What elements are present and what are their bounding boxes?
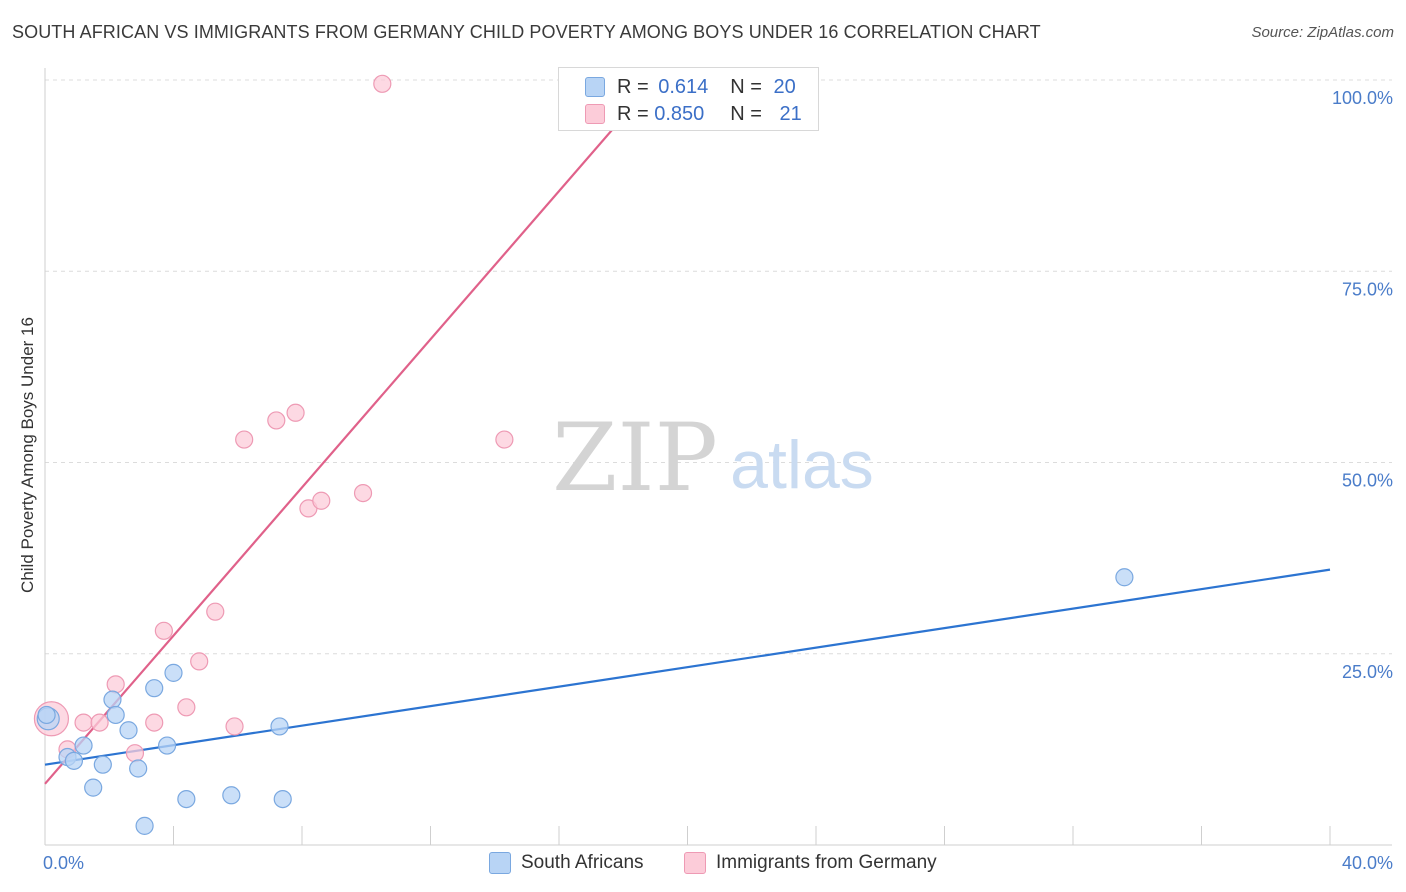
y-tick-label: 25.0% [1342, 662, 1393, 682]
n-value: 21 [779, 102, 802, 125]
germany-point [90, 713, 109, 732]
germany-point [190, 652, 209, 671]
chart-title: SOUTH AFRICAN VS IMMIGRANTS FROM GERMANY… [12, 22, 1041, 42]
legend-item-south-africans: South Africans [489, 852, 644, 874]
germany-point [177, 698, 196, 717]
germany-point [495, 430, 514, 449]
pink-swatch [585, 104, 605, 124]
south-african-point [145, 679, 164, 698]
tick-labels: 25.0% 50.0% 75.0% 100.0% 0.0% 40.0% [43, 88, 1393, 873]
germany-point [235, 430, 254, 449]
x-tick-label: 40.0% [1342, 853, 1393, 873]
south-african-point [1115, 568, 1134, 587]
trend-lines [44, 79, 1331, 785]
legend-label: Immigrants from Germany [716, 852, 937, 873]
south-african-point [177, 789, 196, 809]
axes [44, 68, 1392, 846]
germany-point [353, 484, 373, 503]
x-tick-label: 0.0% [43, 853, 84, 873]
trend-line-south-africans [44, 568, 1331, 766]
south-african-point [64, 751, 84, 770]
south-african-point [222, 786, 241, 805]
r-label: R = [617, 75, 649, 98]
correlation-legend: R = 0.614 N = 20 R = 0.850 N = 21 [558, 67, 819, 131]
germany-point [154, 621, 173, 640]
legend-item-germany: Immigrants from Germany [684, 852, 937, 874]
pink-swatch [684, 852, 706, 874]
n-label: N = [730, 102, 762, 125]
south-african-point [135, 816, 154, 835]
south-african-point [93, 755, 112, 774]
germany-point [312, 491, 331, 510]
germany-point [125, 744, 145, 763]
south-african-point [84, 778, 103, 797]
gridlines [45, 79, 1392, 655]
n-label: N = [730, 75, 762, 98]
watermark-zip: ZIP [552, 404, 718, 513]
germany-point [145, 713, 164, 732]
r-value: 0.614 [658, 75, 709, 98]
trend-line-germany [44, 79, 657, 785]
south-african-point [119, 721, 138, 740]
series-legend: South Africans Immigrants from Germany [0, 852, 1406, 878]
legend-label: South Africans [521, 852, 644, 873]
south-african-point [273, 789, 292, 809]
r-label: R = [617, 102, 649, 125]
y-tick-label: 100.0% [1332, 88, 1393, 108]
legend-row-germany: R = 0.850 N = 21 [585, 102, 802, 126]
germany-point [373, 74, 392, 93]
south-african-point [103, 690, 122, 709]
watermark-atlas: atlas [730, 427, 874, 503]
south-african-point [74, 736, 93, 755]
south-african-point [106, 705, 125, 725]
south-african-point [164, 663, 183, 682]
germany-point [267, 411, 286, 430]
n-value: 20 [773, 75, 796, 98]
r-value: 0.850 [654, 102, 705, 125]
south-african-point [270, 717, 289, 736]
south-african-point [37, 705, 56, 725]
germany-point [286, 403, 305, 422]
germany-point [74, 713, 93, 732]
south-african-point [129, 759, 148, 778]
blue-swatch [585, 77, 605, 97]
south-african-point [157, 736, 177, 755]
blue-swatch [489, 852, 511, 874]
legend-row-south-africans: R = 0.614 N = 20 [585, 75, 796, 99]
germany-point [106, 675, 125, 694]
germany-point [206, 602, 225, 621]
y-tick-label: 50.0% [1342, 471, 1393, 491]
source-label: Source: ZipAtlas.com [1251, 24, 1394, 41]
y-tick-label: 75.0% [1342, 279, 1393, 299]
germany-point [225, 717, 244, 736]
